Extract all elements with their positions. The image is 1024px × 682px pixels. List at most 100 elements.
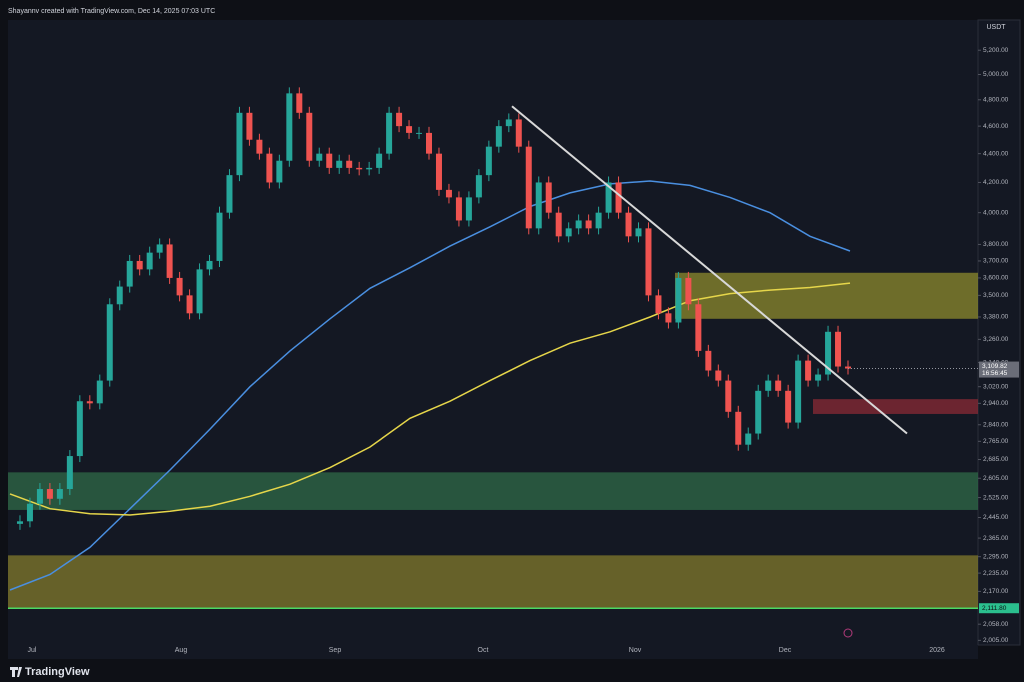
candle [256, 139, 263, 154]
candle [725, 380, 732, 412]
candle [366, 167, 373, 170]
candle [615, 182, 622, 213]
candle [805, 360, 812, 381]
x-tick-label: Jul [28, 647, 37, 654]
level-label: 2,111.80 [982, 605, 1007, 612]
candle [435, 153, 442, 190]
x-tick-label: Oct [478, 647, 489, 654]
y-tick-label: 5,200.00 [983, 47, 1009, 54]
candle [76, 401, 83, 457]
candle [485, 146, 492, 176]
y-tick-label: 3,800.00 [983, 241, 1009, 248]
candle [206, 260, 213, 270]
candle [545, 182, 552, 213]
candle [196, 269, 203, 314]
candle [715, 370, 722, 381]
candle [455, 197, 462, 221]
x-tick-label: 2026 [929, 647, 945, 654]
candle [815, 374, 822, 381]
replay-icon [843, 628, 853, 638]
candle [525, 146, 532, 229]
zone [813, 399, 978, 414]
candle [595, 212, 602, 229]
header: Shayannv created with TradingView.com, D… [8, 8, 215, 15]
candle [226, 175, 233, 213]
y-tick-label: 2,235.00 [983, 570, 1009, 577]
y-tick-label: 4,000.00 [983, 209, 1009, 216]
candle [685, 277, 692, 305]
candle [36, 489, 43, 504]
y-tick-label: 3,700.00 [983, 258, 1009, 265]
candle [16, 521, 23, 524]
candle [56, 489, 63, 499]
y-tick-label: 2,685.00 [983, 456, 1009, 463]
y-tick-label: 2,170.00 [983, 588, 1009, 595]
candle [286, 93, 293, 161]
y-tick-label: 2,525.00 [983, 494, 1009, 501]
candle [46, 489, 53, 499]
candle [246, 112, 253, 140]
candle [755, 390, 762, 434]
candle [406, 126, 413, 133]
candle [106, 304, 113, 381]
y-tick-label: 3,600.00 [983, 275, 1009, 282]
y-tick-label: 5,000.00 [983, 71, 1009, 78]
y-tick-label: 2,840.00 [983, 421, 1009, 428]
candle [156, 244, 163, 253]
level-label-bg [979, 603, 1019, 614]
y-tick-label: 2,295.00 [983, 553, 1009, 560]
candle [535, 182, 542, 229]
y-tick-label: 2,365.00 [983, 535, 1009, 542]
candle [86, 401, 93, 404]
candle [495, 126, 502, 147]
candle [216, 212, 223, 261]
candle [825, 331, 832, 375]
countdown: 16:56:45 [982, 370, 1008, 377]
candle [66, 456, 73, 490]
y-tick-label: 3,500.00 [983, 292, 1009, 299]
y-tick-label: 4,800.00 [983, 96, 1009, 103]
zone [8, 472, 978, 510]
candle [26, 503, 33, 522]
candle [276, 160, 283, 183]
candle [705, 350, 712, 371]
candle [316, 153, 323, 161]
candle [386, 112, 393, 154]
candle [116, 286, 123, 305]
time-axis [8, 645, 978, 659]
candle [296, 93, 303, 113]
candle [356, 167, 363, 170]
y-tick-label: 4,400.00 [983, 150, 1009, 157]
candle [605, 182, 612, 213]
candle [146, 252, 153, 270]
candle [555, 212, 562, 237]
candle [515, 119, 522, 147]
candle [585, 220, 592, 229]
candle [765, 380, 772, 391]
candle [126, 260, 133, 287]
y-tick-label: 3,020.00 [983, 383, 1009, 390]
plot-area [8, 20, 978, 645]
candle [795, 360, 802, 423]
candle [186, 295, 193, 314]
candle [655, 295, 662, 314]
y-tick-label: 2,005.00 [983, 637, 1009, 644]
price-axis [977, 19, 1021, 646]
current-price-bg [979, 361, 1019, 378]
candle [645, 228, 652, 296]
currency: USDT [986, 24, 1006, 31]
candle [675, 277, 682, 323]
zone [8, 555, 978, 609]
candle [136, 260, 143, 270]
candle [845, 366, 851, 369]
candle [445, 189, 452, 198]
candle [475, 175, 482, 198]
moving-average [9, 180, 851, 591]
candle [775, 380, 782, 391]
candle [465, 197, 472, 221]
y-tick-label: 4,600.00 [983, 123, 1009, 130]
y-tick-label: 4,200.00 [983, 179, 1009, 186]
candle [306, 112, 313, 161]
candle [346, 160, 353, 168]
